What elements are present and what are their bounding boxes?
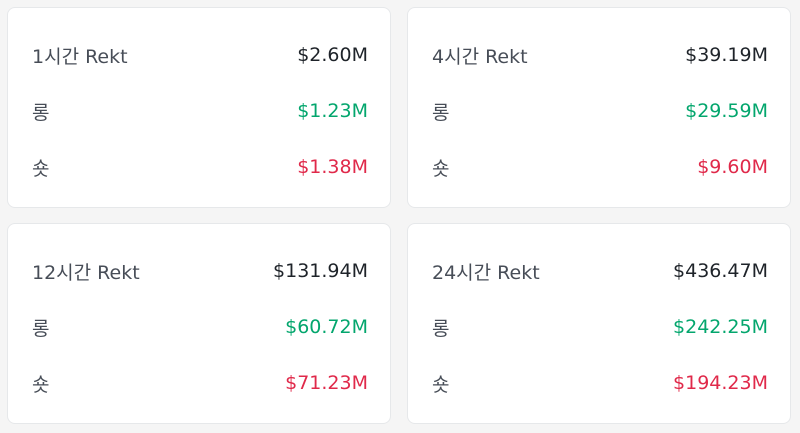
card-title: 4시간 Rekt bbox=[432, 45, 528, 68]
long-liquidation-value: $1.23M bbox=[297, 100, 368, 122]
short-liquidation-value: $194.23M bbox=[673, 372, 768, 394]
rekt-card-4h: 4시간 Rekt $39.19M 롱 $29.59M 숏 $9.60M bbox=[407, 7, 791, 208]
long-label: 롱 bbox=[432, 101, 450, 124]
card-header: 12시간 Rekt $131.94M bbox=[32, 256, 368, 286]
long-label: 롱 bbox=[32, 101, 50, 124]
short-row: 숏 $9.60M bbox=[432, 152, 768, 182]
card-header: 24시간 Rekt $436.47M bbox=[432, 256, 768, 286]
short-row: 숏 $194.23M bbox=[432, 368, 768, 398]
rekt-card-12h: 12시간 Rekt $131.94M 롱 $60.72M 숏 $71.23M bbox=[7, 223, 391, 424]
short-label: 숏 bbox=[32, 373, 50, 396]
rekt-card-24h: 24시간 Rekt $436.47M 롱 $242.25M 숏 $194.23M bbox=[407, 223, 791, 424]
card-header: 4시간 Rekt $39.19M bbox=[432, 40, 768, 70]
card-title: 12시간 Rekt bbox=[32, 261, 140, 284]
short-liquidation-value: $1.38M bbox=[297, 156, 368, 178]
long-row: 롱 $60.72M bbox=[32, 312, 368, 342]
total-liquidation-value: $436.47M bbox=[673, 260, 768, 282]
long-row: 롱 $242.25M bbox=[432, 312, 768, 342]
long-liquidation-value: $60.72M bbox=[285, 316, 368, 338]
long-liquidation-value: $242.25M bbox=[673, 316, 768, 338]
rekt-card-1h: 1시간 Rekt $2.60M 롱 $1.23M 숏 $1.38M bbox=[7, 7, 391, 208]
short-label: 숏 bbox=[432, 157, 450, 180]
long-liquidation-value: $29.59M bbox=[685, 100, 768, 122]
long-row: 롱 $1.23M bbox=[32, 96, 368, 126]
card-title: 1시간 Rekt bbox=[32, 45, 128, 68]
long-row: 롱 $29.59M bbox=[432, 96, 768, 126]
total-liquidation-value: $2.60M bbox=[297, 44, 368, 66]
short-liquidation-value: $9.60M bbox=[697, 156, 768, 178]
short-row: 숏 $71.23M bbox=[32, 368, 368, 398]
short-label: 숏 bbox=[32, 157, 50, 180]
total-liquidation-value: $131.94M bbox=[273, 260, 368, 282]
total-liquidation-value: $39.19M bbox=[685, 44, 768, 66]
card-title: 24시간 Rekt bbox=[432, 261, 540, 284]
short-row: 숏 $1.38M bbox=[32, 152, 368, 182]
long-label: 롱 bbox=[432, 317, 450, 340]
short-label: 숏 bbox=[432, 373, 450, 396]
long-label: 롱 bbox=[32, 317, 50, 340]
card-header: 1시간 Rekt $2.60M bbox=[32, 40, 368, 70]
short-liquidation-value: $71.23M bbox=[285, 372, 368, 394]
